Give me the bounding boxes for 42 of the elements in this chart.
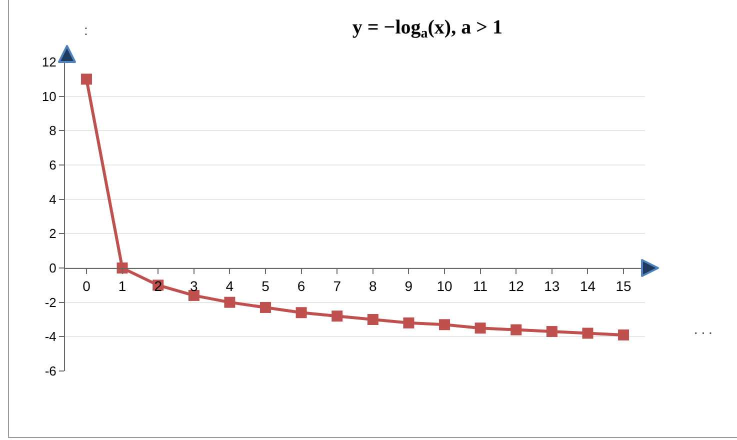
y-tick-label: 8 xyxy=(49,123,56,138)
point xyxy=(546,326,558,338)
y-tick-label: 6 xyxy=(49,158,56,173)
point xyxy=(80,74,92,85)
y-tick-label: -4 xyxy=(44,329,56,344)
x-tick-label: 3 xyxy=(190,278,198,294)
x-tick-label: 6 xyxy=(297,278,306,294)
point xyxy=(403,317,414,328)
x-tick-label: 0 xyxy=(82,278,91,294)
point xyxy=(260,302,271,313)
x-tick-label: 5 xyxy=(262,278,270,294)
y-tick-label: -6 xyxy=(44,364,56,379)
y-tick-label: 4 xyxy=(49,192,56,207)
x-tick-label: 7 xyxy=(333,278,342,294)
point xyxy=(510,324,522,336)
text: : xyxy=(84,22,88,38)
point xyxy=(474,322,486,334)
y-tick-label: 12 xyxy=(42,54,56,70)
x-tick-label: 12 xyxy=(508,278,524,294)
y-tick-label: -2 xyxy=(44,294,56,310)
y-tick-label: 10 xyxy=(42,88,56,104)
point xyxy=(224,296,236,308)
point xyxy=(296,307,307,318)
x-tick-label: 10 xyxy=(436,278,453,294)
y-tick-label: 2 xyxy=(49,226,56,242)
x-tick-label: 11 xyxy=(473,278,488,294)
x-tick-label: 15 xyxy=(616,278,632,294)
x-tick-label: 1 xyxy=(118,278,126,294)
x-tick-label: 4 xyxy=(226,278,234,294)
x-tick-label: 9 xyxy=(404,278,413,294)
text: · · · xyxy=(694,324,712,343)
y-tick-label: 0 xyxy=(49,260,56,276)
point xyxy=(332,310,343,322)
x-tick-label: 8 xyxy=(369,278,377,294)
point xyxy=(367,314,378,325)
point xyxy=(618,329,630,340)
chart-title: y = −log$_{a}$(x), a > 1 xyxy=(352,16,502,42)
x-tick-label: 2 xyxy=(154,278,162,294)
point xyxy=(582,328,594,339)
point xyxy=(439,319,450,330)
x-tick-label: 13 xyxy=(544,278,560,294)
x-tick-label: 14 xyxy=(580,278,596,294)
